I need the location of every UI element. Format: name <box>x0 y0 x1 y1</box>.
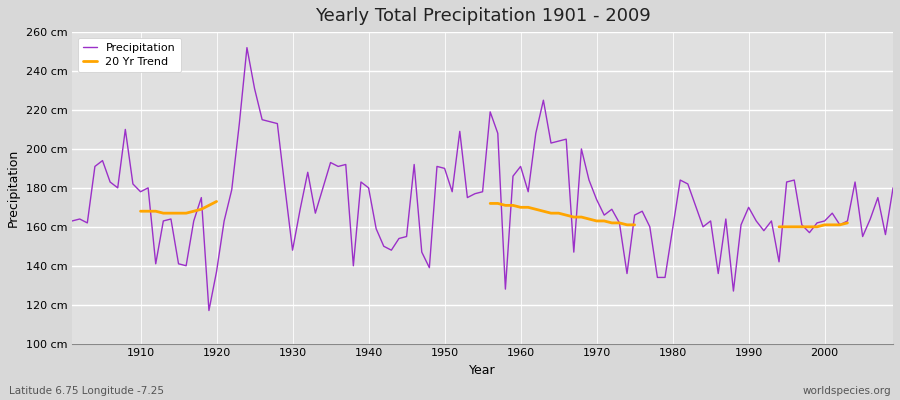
20 Yr Trend <box>196 207 207 212</box>
Precipitation <box>523 189 534 194</box>
Line: 20 Yr Trend: 20 Yr Trend <box>140 202 217 213</box>
Legend: Precipitation, 20 Yr Trend: Precipitation, 20 Yr Trend <box>77 38 181 72</box>
Precipitation <box>67 218 77 223</box>
20 Yr Trend <box>150 209 161 214</box>
Precipitation <box>203 308 214 313</box>
Precipitation <box>310 211 320 216</box>
Text: Latitude 6.75 Longitude -7.25: Latitude 6.75 Longitude -7.25 <box>9 386 164 396</box>
Title: Yearly Total Precipitation 1901 - 2009: Yearly Total Precipitation 1901 - 2009 <box>315 7 651 25</box>
Precipitation <box>530 131 541 136</box>
20 Yr Trend <box>212 199 222 204</box>
Text: worldspecies.org: worldspecies.org <box>803 386 891 396</box>
Precipitation <box>356 180 366 184</box>
Line: Precipitation: Precipitation <box>72 48 893 310</box>
20 Yr Trend <box>203 203 214 208</box>
20 Yr Trend <box>188 209 199 214</box>
Precipitation <box>887 186 898 190</box>
20 Yr Trend <box>166 211 176 216</box>
20 Yr Trend <box>158 211 168 216</box>
X-axis label: Year: Year <box>469 364 496 377</box>
Precipitation <box>241 45 252 50</box>
20 Yr Trend <box>181 211 192 216</box>
Y-axis label: Precipitation: Precipitation <box>7 149 20 227</box>
20 Yr Trend <box>135 209 146 214</box>
Precipitation <box>622 271 633 276</box>
Precipitation <box>128 182 139 186</box>
20 Yr Trend <box>173 211 184 216</box>
20 Yr Trend <box>143 209 154 214</box>
